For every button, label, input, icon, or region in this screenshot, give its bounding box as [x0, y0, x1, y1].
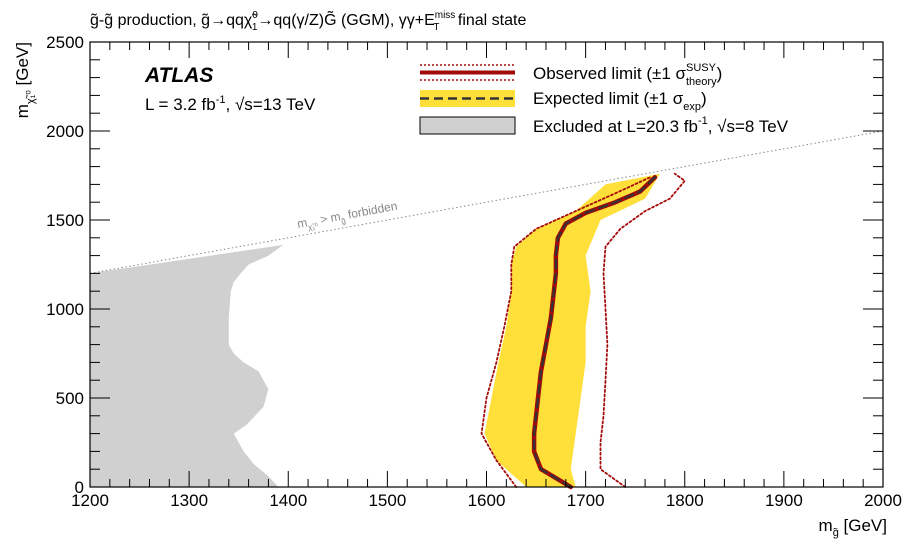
y-tick-label: 0 — [75, 478, 84, 497]
limit-lines — [480, 172, 686, 490]
chart-title: g̃-g̃ production, g̃→qqχ̃0 1→qq(γ/Z)G̃ (G… — [90, 9, 526, 33]
axis-ticks: 1200 1300 1400 1500 1600 1700 1800 1900 2000 0 500… — [46, 33, 902, 510]
series-observed-plus-sigma — [480, 176, 651, 488]
x-tick-label: 1800 — [666, 491, 704, 510]
legend-entry-expected: Expected limit (±1 σexp) — [420, 89, 707, 113]
luminosity-label: L = 3.2 fb-1, √s=13 TeV — [145, 94, 316, 114]
legend-observed-label: Observed limit (±1 σSUSY theory) — [533, 62, 722, 88]
legend-excluded-box — [419, 116, 516, 135]
expected-band — [484, 173, 660, 487]
x-tick-label: 1700 — [567, 491, 605, 510]
forbidden-diagonal — [89, 130, 884, 274]
series-observed-minus-sigma — [599, 172, 686, 488]
x-tick-label: 1500 — [368, 491, 406, 510]
forbidden-label: mχ̃₁⁰ > mg̃ forbidden — [296, 199, 399, 234]
y-axis-title: mχ̃₁⁰ [GeV] — [13, 42, 37, 118]
x-tick-label: 1600 — [468, 491, 506, 510]
series-expected-line — [532, 176, 657, 489]
legend-entry-observed: Observed limit (±1 σSUSY theory) — [420, 62, 722, 88]
expected-band-polygon — [484, 173, 660, 487]
x-tick-label: 1900 — [765, 491, 803, 510]
experiment-label: ATLAS — [144, 64, 213, 87]
y-tick-label: 1000 — [46, 300, 84, 319]
excluded-8tev-region — [90, 244, 284, 487]
x-tick-label: 2000 — [864, 491, 902, 510]
y-tick-label: 2000 — [46, 122, 84, 141]
excluded-8tev-polygon — [90, 244, 284, 487]
legend-expected-label: Expected limit (±1 σexp) — [533, 89, 707, 113]
legend-excluded-label: Excluded at L=20.3 fb-1, √s=8 TeV — [533, 115, 789, 136]
x-tick-label: 1200 — [71, 491, 109, 510]
y-tick-label: 1500 — [46, 211, 84, 230]
legend-entry-excluded: Excluded at L=20.3 fb-1, √s=8 TeV — [419, 115, 789, 136]
y-tick-label: 500 — [56, 389, 84, 408]
x-tick-label: 1400 — [269, 491, 307, 510]
x-axis-title: mg̃ [GeV] — [819, 516, 887, 539]
legend: Observed limit (±1 σSUSY theory) Expected… — [419, 62, 789, 136]
x-tick-label: 1300 — [170, 491, 208, 510]
forbidden-line — [89, 130, 884, 274]
y-tick-label: 2500 — [46, 33, 84, 52]
